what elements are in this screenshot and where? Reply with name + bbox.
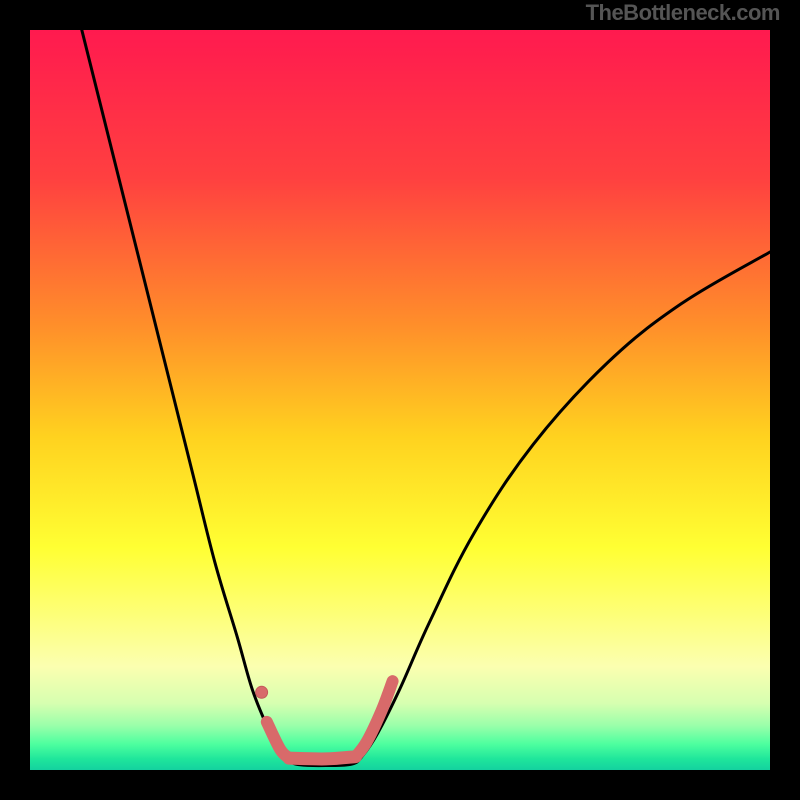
gradient-background bbox=[30, 30, 770, 770]
marker-dot bbox=[256, 686, 268, 698]
chart-container: { "watermark": { "text": "TheBottleneck.… bbox=[0, 0, 800, 800]
marker-floor-bar bbox=[289, 757, 356, 759]
watermark-text: TheBottleneck.com bbox=[586, 0, 780, 26]
bottleneck-chart bbox=[0, 0, 800, 800]
